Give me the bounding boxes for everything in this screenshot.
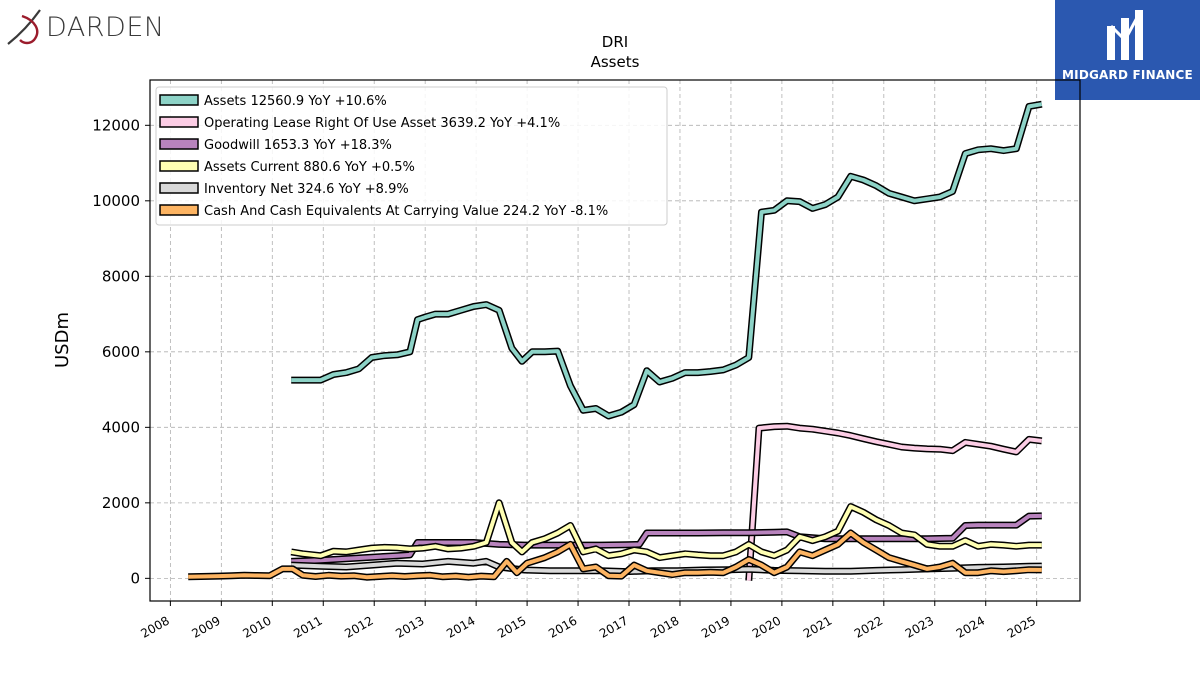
y-tick-label: 12000 [92,116,140,134]
x-tick-label: 2012 [342,613,375,640]
x-axis-ticks: 2008 2009 2010 2011 2012 2013 2014 2015 2016 2017… [138,601,1038,641]
y-axis-ticks: 0 2000 4000 6000 8000 10000 12000 [92,116,150,587]
midgard-m-icon [1107,10,1143,60]
y-tick-label: 4000 [102,418,140,436]
legend-label: Goodwill 1653.3 YoY +18.3% [204,138,392,153]
y-tick-label: 2000 [102,494,140,512]
series-line [291,513,1042,564]
series-line [746,424,1043,581]
darden-logo-text: DARDEN [46,12,165,43]
y-axis-label: USDm [52,312,73,368]
x-tick-label: 2011 [291,613,324,640]
legend-swatch [159,160,199,172]
x-tick-label: 2022 [852,613,885,640]
chart-legend: Assets 12560.9 YoY +10.6% Operating Lease… [155,86,668,226]
darden-swirl-icon [7,9,41,45]
x-tick-label: 2010 [240,613,273,640]
x-tick-label: 2025 [1005,613,1038,640]
legend-label: Inventory Net 324.6 YoY +8.9% [204,182,409,197]
legend-label: Assets 12560.9 YoY +10.6% [204,94,387,109]
series-5 [188,529,1042,581]
legend-box [155,86,668,226]
x-tick-label: 2009 [189,613,222,640]
series-1 [745,422,1043,581]
chart-subtitle: Assets [591,53,640,71]
x-tick-label: 2023 [903,613,936,640]
x-tick-label: 2014 [444,613,477,640]
x-tick-label: 2017 [597,613,630,640]
y-tick-label: 8000 [102,267,140,285]
midgard-finance-logo: MIDGARD FINANCE [1055,0,1200,100]
midgard-logo-text: MIDGARD FINANCE [1062,68,1193,82]
series-3 [290,499,1042,562]
y-tick-label: 6000 [102,343,140,361]
x-tick-label: 2019 [699,613,732,640]
y-tick-label: 10000 [92,192,140,210]
series-2 [291,512,1042,565]
series-lines [188,100,1043,581]
series-line [291,102,1043,418]
x-tick-label: 2024 [954,613,987,640]
x-tick-label: 2018 [648,613,681,640]
plot-frame [149,79,1081,602]
x-tick-label: 2008 [138,613,171,640]
x-tick-label: 2021 [801,613,834,640]
legend-swatch [159,94,199,106]
legend-swatch [159,204,199,216]
legend-label: Cash And Cash Equivalents At Carrying Va… [204,204,608,219]
x-tick-label: 2020 [750,613,783,640]
series-line [290,500,1042,560]
series-0 [291,100,1043,420]
x-tick-label: 2015 [495,613,528,640]
legend-swatch [159,138,199,150]
series-line [188,531,1042,580]
x-tick-label: 2013 [393,613,426,640]
legend-label: Assets Current 880.6 YoY +0.5% [204,160,415,175]
legend-swatch [159,116,199,128]
legend-swatch [159,182,199,194]
x-tick-label: 2016 [546,613,579,640]
legend-label: Operating Lease Right Of Use Asset 3639.… [204,116,560,131]
y-tick-label: 0 [130,569,140,587]
darden-logo: DARDEN [4,6,174,48]
chart-title: DRI [602,33,628,51]
